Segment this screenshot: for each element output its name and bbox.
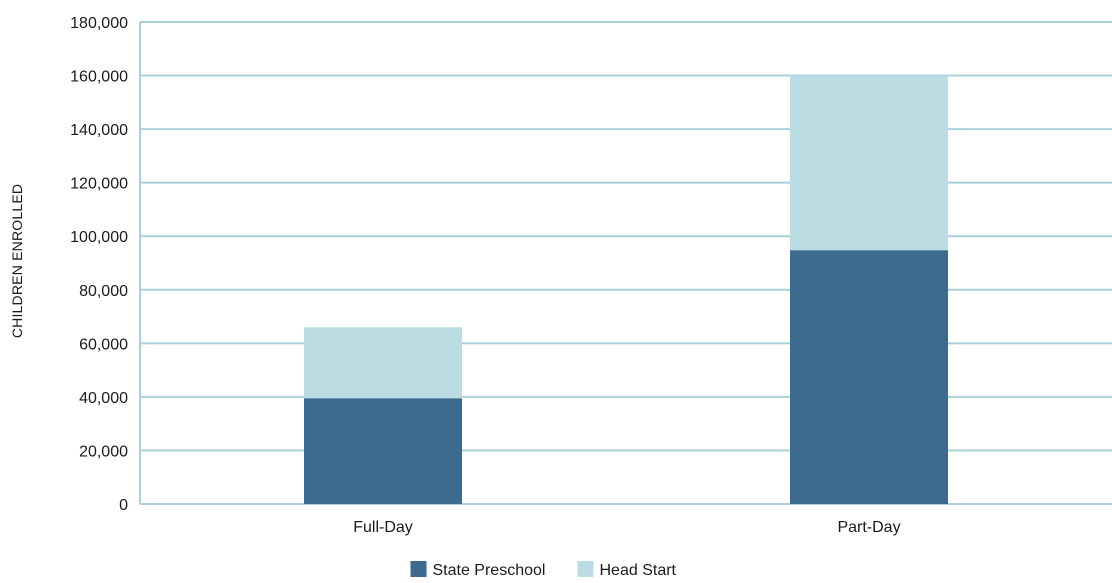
y-tick-label: 60,000 [79,336,128,353]
y-tick-label: 20,000 [79,443,128,460]
x-tick-label: Part-Day [837,519,900,536]
bar-full-day-head-start [304,327,462,399]
y-axis: 0 20,000 40,000 60,000 80,000 100,000 120,000 1… [70,15,141,514]
legend-swatch [410,561,427,577]
legend-swatch [577,561,594,577]
y-tick-label: 160,000 [70,69,128,86]
legend-label: State Preschool [433,562,546,579]
y-tick-label: 40,000 [79,390,128,407]
y-tick-label: 0 [119,497,128,514]
bar-part-day-head-start [790,75,948,251]
x-axis: Full-Day Part-Day [353,519,900,536]
gridlines [140,21,1112,505]
legend: State Preschool Head Start [410,561,677,579]
y-tick-label: 80,000 [79,283,128,300]
y-tick-label: 140,000 [70,122,128,139]
y-tick-label: 180,000 [70,15,128,32]
x-tick-label: Full-Day [353,519,413,536]
legend-label: Head Start [600,562,677,579]
y-axis-title: CHILDREN ENROLLED [9,184,25,338]
bar-part-day-state-preschool [790,250,948,504]
bars [304,75,948,504]
y-tick-label: 100,000 [70,229,128,246]
y-tick-label: 120,000 [70,176,128,193]
bar-full-day-state-preschool [304,398,462,504]
